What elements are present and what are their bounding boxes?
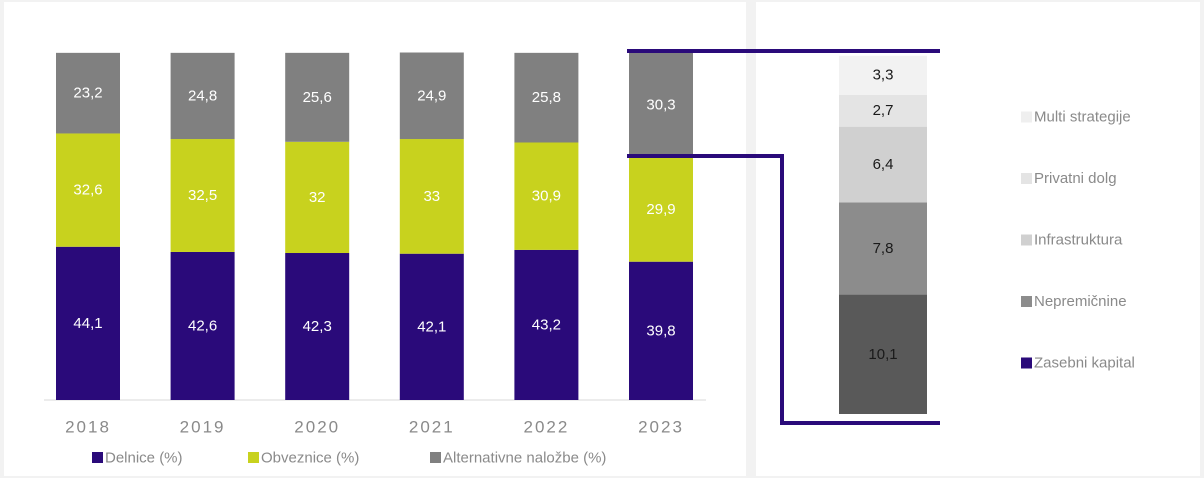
breakdown-legend-label: Zasebni kapital bbox=[1034, 355, 1135, 372]
breakdown-data-label: 10,1 bbox=[868, 346, 897, 363]
breakdown-legend-label: Infrastruktura bbox=[1034, 232, 1123, 249]
legend-swatch bbox=[92, 452, 103, 463]
bar-segment bbox=[514, 249, 579, 400]
breakdown-legend-label: Nepremičnine bbox=[1034, 293, 1127, 310]
data-label: 44,1 bbox=[73, 315, 102, 332]
bar-segment bbox=[56, 133, 120, 247]
breakdown-legend-swatch bbox=[1021, 296, 1032, 307]
breakdown-panel bbox=[756, 2, 1200, 476]
breakdown-legend-swatch bbox=[1021, 234, 1032, 246]
data-label: 25,8 bbox=[532, 89, 561, 106]
breakdown-data-label: 7,8 bbox=[873, 240, 894, 257]
data-label: 39,8 bbox=[646, 322, 675, 339]
bar-segment bbox=[170, 52, 235, 140]
bar-segment bbox=[285, 253, 350, 400]
breakdown-legend-label: Privatni dolg bbox=[1034, 170, 1117, 187]
data-label: 29,9 bbox=[646, 201, 675, 218]
breakdown-segment bbox=[839, 94, 927, 127]
legend-swatch bbox=[430, 452, 441, 463]
bar-segment bbox=[56, 52, 120, 134]
data-label: 24,8 bbox=[188, 87, 217, 104]
bar-segment bbox=[399, 253, 464, 400]
connector-bottom-line bbox=[627, 154, 940, 425]
bar-segment bbox=[170, 139, 235, 252]
breakdown-legend-swatch bbox=[1021, 111, 1032, 123]
data-label: 33 bbox=[423, 188, 440, 205]
breakdown-segment bbox=[839, 126, 927, 203]
legend-label: Alternativne naložbe (%) bbox=[443, 450, 606, 467]
x-tick-label: 2018 bbox=[65, 418, 111, 437]
breakdown-data-label: 6,4 bbox=[873, 156, 894, 173]
breakdown-legend-swatch bbox=[1021, 357, 1032, 369]
data-label: 30,3 bbox=[646, 97, 675, 114]
bar-segment bbox=[399, 139, 464, 254]
bar-segment bbox=[514, 142, 579, 250]
x-tick-label: 2019 bbox=[180, 418, 226, 437]
main-chart-panel bbox=[4, 2, 746, 476]
legend-label: Delnice (%) bbox=[105, 450, 183, 467]
breakdown-segment bbox=[839, 202, 927, 295]
breakdown-segment bbox=[839, 294, 927, 414]
bar-segment bbox=[170, 251, 235, 400]
data-label: 25,6 bbox=[303, 89, 332, 106]
data-label: 42,6 bbox=[188, 317, 217, 334]
data-label: 32 bbox=[309, 189, 326, 206]
bar-segment bbox=[514, 52, 579, 143]
breakdown-data-label: 3,3 bbox=[873, 67, 894, 84]
bar-segment bbox=[56, 246, 120, 400]
bar-segment bbox=[629, 157, 693, 262]
bar-segment bbox=[629, 261, 693, 400]
breakdown-legend-swatch bbox=[1021, 173, 1032, 184]
data-label: 23,2 bbox=[73, 85, 102, 102]
breakdown-data-label: 2,7 bbox=[873, 102, 894, 119]
data-label: 42,1 bbox=[417, 318, 446, 335]
x-tick-label: 2021 bbox=[409, 418, 455, 437]
bar-segment bbox=[629, 52, 693, 158]
data-label: 43,2 bbox=[532, 316, 561, 333]
data-label: 32,6 bbox=[73, 182, 102, 199]
x-tick-label: 2022 bbox=[523, 418, 569, 437]
data-label: 42,3 bbox=[303, 318, 332, 335]
bar-segment bbox=[285, 141, 350, 254]
legend-swatch bbox=[248, 452, 259, 463]
x-tick-label: 2020 bbox=[294, 418, 340, 437]
data-label: 30,9 bbox=[532, 188, 561, 205]
breakdown-segment bbox=[839, 55, 927, 95]
legend-label: Obveznice (%) bbox=[261, 450, 359, 467]
data-label: 24,9 bbox=[417, 87, 446, 104]
breakdown-legend-label: Multi strategije bbox=[1034, 109, 1131, 126]
bar-segment bbox=[285, 52, 350, 142]
data-label: 32,5 bbox=[188, 187, 217, 204]
x-tick-label: 2023 bbox=[638, 418, 684, 437]
bar-segment bbox=[399, 52, 464, 140]
